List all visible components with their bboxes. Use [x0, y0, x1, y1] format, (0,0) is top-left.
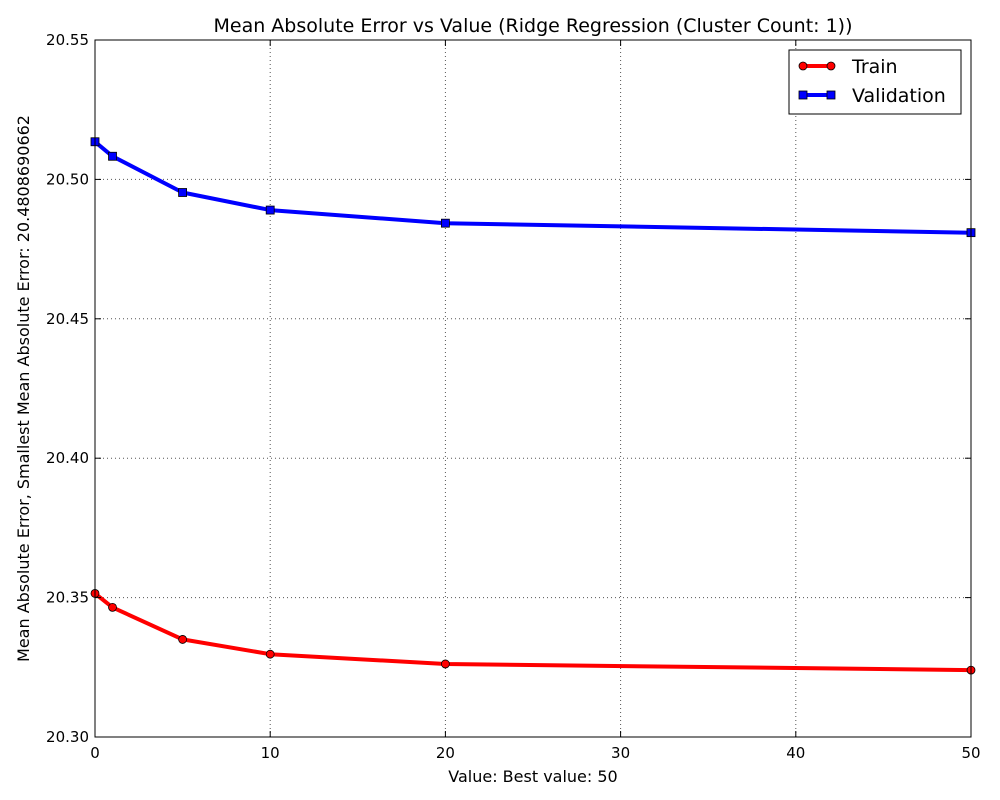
y-tick-label: 20.30 — [46, 728, 89, 746]
data-point — [108, 151, 117, 161]
x-tick-label: 20 — [436, 744, 455, 762]
legend-marker — [826, 90, 836, 100]
legend-item-validation: Validation — [798, 85, 946, 107]
legend-box — [788, 49, 962, 115]
data-point — [440, 659, 450, 669]
ticks: 0 10 20 30 40 50 20.30 20.35 20.40 20.45 20.50 20.5… — [46, 31, 981, 762]
legend: Train Validation — [788, 49, 962, 115]
data-point — [265, 649, 275, 659]
x-tick-label: 40 — [786, 744, 805, 762]
data-point — [178, 188, 188, 197]
data-point — [440, 218, 450, 228]
data-point — [265, 205, 275, 215]
chart-title: Mean Absolute Error vs Value (Ridge Regr… — [213, 15, 852, 37]
y-tick-label: 20.40 — [46, 449, 89, 467]
y-tick-label: 20.50 — [46, 170, 89, 188]
legend-marker — [798, 90, 808, 100]
x-tick-label: 10 — [261, 744, 280, 762]
legend-label: Train — [851, 56, 898, 78]
x-tick-label: 0 — [90, 744, 100, 762]
plot-frame — [94, 39, 972, 738]
data-point — [108, 602, 117, 612]
grid — [95, 40, 971, 737]
y-tick-label: 20.45 — [46, 310, 89, 328]
legend-item-train: Train — [798, 56, 898, 78]
x-tick-label: 50 — [961, 744, 980, 762]
data-point — [178, 635, 188, 644]
x-axis-label: Value: Best value: 50 — [448, 767, 617, 786]
legend-marker — [826, 61, 836, 71]
y-tick-label: 20.35 — [46, 589, 89, 607]
y-axis-label: Mean Absolute Error, Smallest Mean Absol… — [14, 115, 33, 662]
x-tick-label: 30 — [611, 744, 630, 762]
y-tick-label: 20.55 — [46, 31, 89, 49]
legend-label: Validation — [852, 85, 946, 107]
legend-marker — [798, 61, 808, 71]
